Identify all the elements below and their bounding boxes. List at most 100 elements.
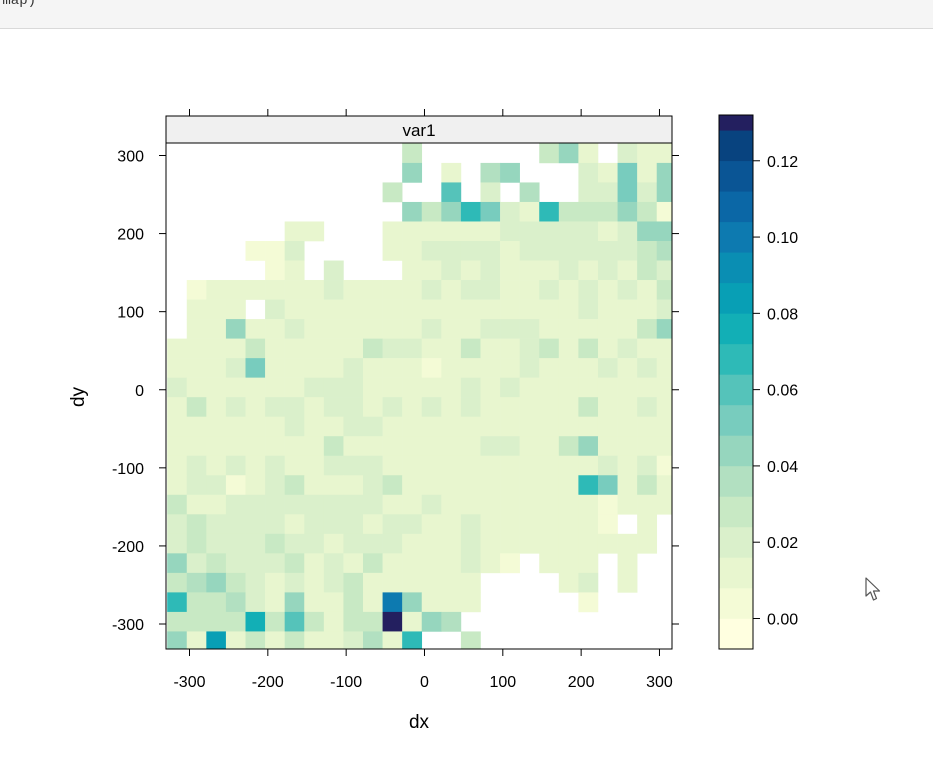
heatmap-cell [539,514,560,535]
heatmap-cell [304,611,325,632]
heatmap-cell [206,553,227,574]
heatmap-cell [617,143,638,164]
heatmap-cell [441,416,462,437]
heatmap-cell [460,592,481,613]
heatmap-cell [402,143,423,164]
heatmap-cell [421,299,442,320]
heatmap-cell [480,436,501,457]
heatmap-cell [656,416,673,437]
heatmap-cell [245,397,266,417]
heatmap-cell [284,280,305,300]
heatmap-cell [539,416,560,437]
heatmap-cell [558,280,579,300]
heatmap-cell [362,455,383,476]
heatmap-cell [402,221,423,242]
heatmap-cell [558,514,579,535]
heatmap-cell [441,201,462,222]
heatmap-cell [284,611,305,632]
heatmap-cell [304,338,325,359]
colorbar-swatch [719,374,753,406]
heatmap-cell [578,397,599,417]
heatmap-cell [460,260,481,281]
heatmap-cell [304,397,325,417]
heatmap-cells [167,143,673,650]
heatmap-cell [480,358,501,378]
heatmap-cell [186,475,207,496]
heatmap-cell [323,631,344,650]
heatmap-cell [480,221,501,242]
heatmap-cell [441,338,462,359]
heatmap-cell [578,514,599,535]
heatmap-cell [206,455,227,476]
x-axis-title: dx [409,712,430,733]
heatmap-cell [460,572,481,593]
heatmap-cell [460,338,481,359]
colorbar-swatch [719,618,753,650]
heatmap-cell [597,494,618,515]
heatmap-cell [500,455,520,476]
heatmap-cell [597,358,618,378]
heatmap-cell [304,572,325,593]
heatmap-cell [637,201,658,222]
heatmap-cell [597,299,618,320]
heatmap-cell [578,436,599,457]
heatmap-cell [441,436,462,457]
heatmap-cell [480,162,501,183]
heatmap-cell [500,475,520,496]
heatmap-cell [362,611,383,632]
heatmap-cell [500,533,520,554]
heatmap-cell [245,572,266,593]
heatmap-cell [382,533,403,554]
mouse-cursor-icon [865,577,881,601]
y-tick-label: -100 [112,461,144,478]
heatmap-cell [225,436,246,457]
heatmap-cell [519,436,540,457]
heatmap-cell [460,221,481,242]
heatmap-cell [167,631,188,650]
heatmap-cell [402,397,423,417]
heatmap-cell [382,514,403,535]
heatmap-cell [362,299,383,320]
heatmap-cell [225,358,246,378]
heatmap-cell [480,299,501,320]
heatmap-cell [304,553,325,574]
heatmap-cell [480,494,501,515]
heatmap-cell [558,299,579,320]
heatmap-cell [382,280,403,300]
heatmap-cell [637,377,658,398]
heatmap-cell [656,240,673,261]
heatmap-cell [480,201,501,222]
heatmap-cell [167,611,188,632]
heatmap-cell [186,358,207,378]
heatmap-cell [206,494,227,515]
heatmap-cell [284,358,305,378]
heatmap-cell [637,280,658,300]
heatmap-cell [441,260,462,281]
colorbar-tick-label: 0.00 [767,611,798,628]
heatmap-cell [558,358,579,378]
heatmap-cell [304,280,325,300]
heatmap-cell [421,533,442,554]
heatmap-cell [284,475,305,496]
heatmap-cell [343,514,364,535]
heatmap-cell [617,533,638,554]
heatmap-cell [558,475,579,496]
heatmap-cell [578,455,599,476]
heatmap-cell [617,240,638,261]
heatmap-cell [225,455,246,476]
heatmap-cell [500,201,520,222]
heatmap-cell [578,592,599,613]
heatmap-cell [402,358,423,378]
heatmap-cell [186,299,207,320]
heatmap-cell [578,182,599,203]
heatmap-cell [323,572,344,593]
heatmap-cell [480,377,501,398]
heatmap-cell [519,455,540,476]
heatmap-cell [519,416,540,437]
heatmap-cell [460,553,481,574]
heatmap-cell [421,611,442,632]
heatmap-cell [637,182,658,203]
heatmap-cell [558,221,579,242]
heatmap-cell [597,162,618,183]
